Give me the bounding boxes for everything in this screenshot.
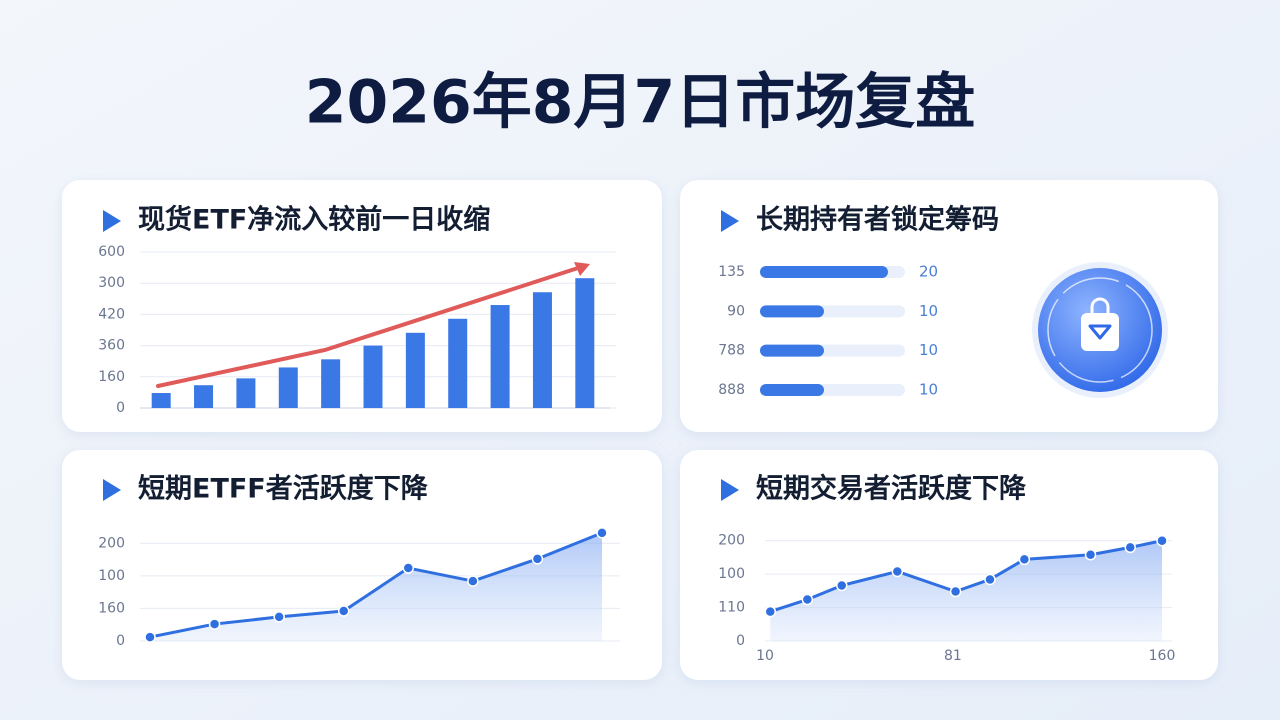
y-tick-label: 600 xyxy=(98,244,125,260)
bar xyxy=(236,378,256,408)
card-title: 短期交易者活跃度下降 xyxy=(756,473,1027,505)
point xyxy=(984,573,996,586)
point xyxy=(1084,548,1097,561)
y-tick-label: 200 xyxy=(718,533,745,549)
bar xyxy=(151,393,171,408)
y-tick-label: 200 xyxy=(98,535,125,551)
bar xyxy=(321,359,341,408)
bar xyxy=(575,278,595,408)
category-label: 788 xyxy=(718,343,745,359)
line xyxy=(769,539,1163,614)
bar xyxy=(532,292,552,408)
point xyxy=(208,618,221,630)
trend-arrow xyxy=(156,266,580,388)
trend-arrow-head xyxy=(574,262,590,276)
category-label: 135 xyxy=(718,264,745,280)
bar xyxy=(278,367,298,408)
triangle-icon xyxy=(721,210,739,232)
y-tick-label: 0 xyxy=(736,633,745,649)
title-markers xyxy=(103,210,739,501)
y-tick-label: 0 xyxy=(116,633,125,649)
y-tick-label: 100 xyxy=(718,566,745,582)
category-label: 90 xyxy=(727,303,745,319)
x-tick-label: 10 xyxy=(756,648,774,664)
point xyxy=(891,565,904,578)
bar xyxy=(760,344,824,357)
category-label: 888 xyxy=(718,382,745,398)
triangle-icon xyxy=(721,479,739,501)
y-tick-label: 100 xyxy=(98,568,125,584)
point xyxy=(949,585,962,598)
point xyxy=(836,579,848,592)
point xyxy=(402,562,415,574)
triangle-icon xyxy=(103,210,121,232)
point xyxy=(1018,553,1031,566)
bar xyxy=(760,384,824,396)
card xyxy=(62,180,662,432)
y-tick-label: 420 xyxy=(98,306,125,322)
card-title: 长期持有者锁定筹码 xyxy=(756,204,999,236)
value-label: 10 xyxy=(919,302,938,320)
point xyxy=(467,575,479,587)
x-tick-label: 81 xyxy=(944,648,962,664)
area xyxy=(150,532,602,641)
point xyxy=(1124,541,1136,554)
value-label: 10 xyxy=(919,341,938,359)
y-tick-label: 360 xyxy=(98,338,125,354)
bar xyxy=(760,305,824,318)
point xyxy=(337,605,350,617)
point xyxy=(273,611,285,623)
lock-icon xyxy=(1032,262,1168,398)
bar xyxy=(194,385,214,408)
y-tick-label: 300 xyxy=(98,275,125,291)
point xyxy=(801,593,814,606)
point xyxy=(144,631,156,643)
bar xyxy=(405,332,425,408)
y-tick-label: 0 xyxy=(116,400,125,416)
bar xyxy=(760,266,888,278)
point xyxy=(764,605,777,618)
bar xyxy=(363,345,383,408)
value-label: 20 xyxy=(919,263,938,281)
bar xyxy=(490,305,510,408)
bar xyxy=(448,318,468,408)
page-title: 2026年8月7日市场复盘 xyxy=(305,68,976,138)
y-tick-label: 110 xyxy=(718,600,745,616)
card-title: 现货ETF净流入较前一日收缩 xyxy=(138,204,490,236)
y-tick-label: 160 xyxy=(98,600,125,616)
x-tick-label: 160 xyxy=(1149,648,1176,664)
point xyxy=(596,527,608,539)
point xyxy=(1156,534,1168,547)
triangle-icon xyxy=(103,479,121,501)
y-tick-label: 160 xyxy=(98,369,125,385)
value-label: 10 xyxy=(919,381,938,399)
area xyxy=(770,540,1162,641)
card-title: 短期ETFF者活跃度下降 xyxy=(138,473,429,505)
line xyxy=(149,531,603,639)
point xyxy=(531,553,544,565)
